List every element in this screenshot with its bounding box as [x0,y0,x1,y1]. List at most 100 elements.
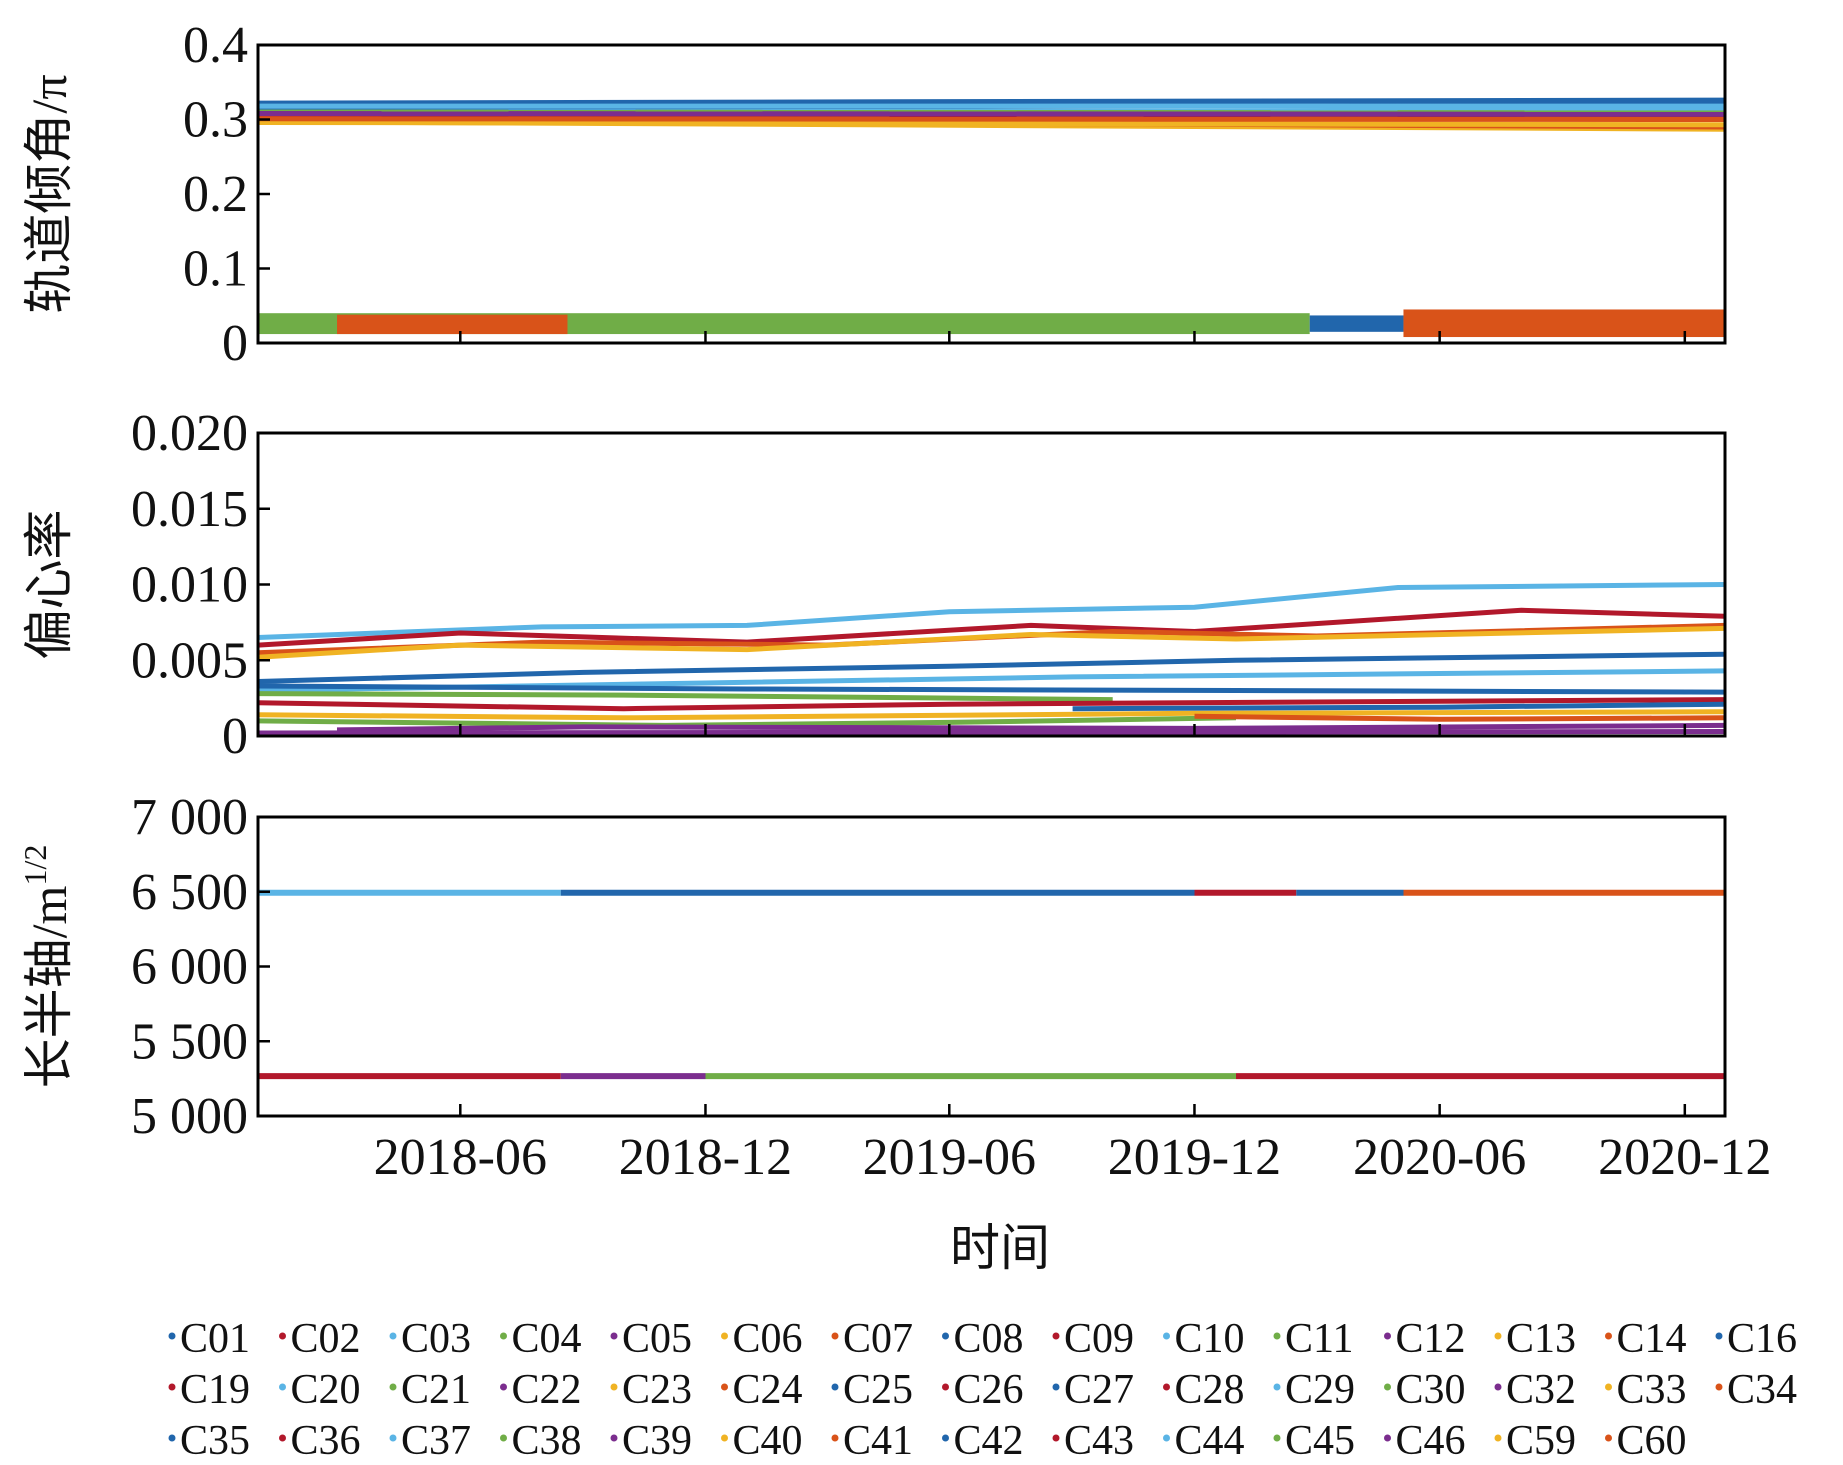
panel-semimajor: 5 000 5 500 6 000 6 500 7 000 长半轴/m1/2 [17,789,1727,1145]
plot-area-inclination [258,97,1725,338]
y-tick-label-inclination: 0.3 [183,92,248,149]
legend-label-C21: C21 [401,1367,471,1413]
y-tick-label-eccentricity: 0.020 [131,405,248,462]
x-tick-label: 2019-12 [1108,1129,1281,1186]
frame-semimajor [256,815,1727,1118]
legend-marker-C07 [831,1332,839,1340]
legend-marker-C37 [389,1434,397,1442]
legend-marker-C22 [500,1383,507,1391]
legend-marker-C44 [1163,1434,1170,1442]
series-eccentricity-C13 [258,709,1725,721]
y-axis-label-eccentricity: 偏心率 [21,510,77,660]
legend-marker-C36 [279,1434,286,1442]
legend-marker-C05 [610,1332,618,1340]
legend-marker-C25 [831,1383,839,1391]
legend: C01 C02 C03 C04 C05 C06 C07 C08 C09 C10 C11 C12 C13 C… [168,1316,1797,1464]
legend-label-C43: C43 [1064,1418,1134,1464]
legend-marker-C12 [1384,1332,1391,1340]
legend-label-C13: C13 [1506,1316,1576,1362]
series-eccentricity-C05 [258,729,1725,736]
legend-marker-C13 [1494,1332,1502,1340]
y-axis-label-superscript: 1/2 [17,845,53,886]
legend-marker-C14 [1605,1332,1612,1340]
legend-label-C11: C11 [1285,1316,1353,1362]
y-tick-label-inclination: 0.1 [183,241,248,298]
legend-label-C24: C24 [733,1367,803,1413]
legend-marker-C40 [721,1434,728,1442]
legend-marker-C28 [1163,1383,1170,1391]
y-tick-label-eccentricity: 0.015 [131,481,248,538]
legend-label-C26: C26 [954,1367,1024,1413]
legend-label-C01: C01 [180,1316,250,1362]
legend-label-C22: C22 [512,1367,582,1413]
legend-marker-C21 [389,1383,397,1391]
legend-label-C03: C03 [401,1316,471,1362]
band-inclination-2 [1309,315,1404,332]
legend-marker-C03 [389,1332,397,1340]
legend-label-C39: C39 [622,1418,692,1464]
legend-marker-C59 [1494,1434,1502,1442]
legend-label-C35: C35 [180,1418,250,1464]
chart-panels: 0 0.1 0.2 0.3 0.4 轨道倾角/π 0 0.005 0.010 0.015 0.020… [17,17,1771,1186]
legend-marker-C41 [831,1434,839,1442]
legend-label-C37: C37 [401,1418,471,1464]
y-axis-label-semimajor: 长半轴/m1/2 [17,845,77,1089]
legend-marker-C43 [1052,1434,1060,1442]
legend-marker-C33 [1605,1383,1612,1391]
legend-label-C45: C45 [1285,1418,1355,1464]
legend-marker-C38 [500,1434,507,1442]
legend-label-C23: C23 [622,1367,692,1413]
y-axis-label-inclination: 轨道倾角/π [21,74,77,313]
legend-marker-C30 [1384,1383,1391,1391]
legend-label-C10: C10 [1175,1316,1245,1362]
legend-label-C07: C07 [843,1316,913,1362]
series-inclination-C14 [258,116,1725,122]
legend-label-C27: C27 [1064,1367,1134,1413]
legend-marker-C20 [279,1383,286,1391]
series-eccentricity-C11 [258,715,1237,728]
legend-marker-C34 [1715,1383,1723,1391]
legend-label-C59: C59 [1506,1418,1576,1464]
series-eccentricity-C04 [258,691,1113,703]
series-eccentricity-C08 [1072,701,1725,712]
legend-marker-C27 [1052,1383,1060,1391]
y-tick-label-eccentricity: 0.010 [131,557,248,614]
legend-label-C29: C29 [1285,1367,1355,1413]
y-tick-label-semimajor: 5 500 [131,1013,248,1070]
legend-label-C33: C33 [1617,1367,1687,1413]
y-tick-label-semimajor: 5 000 [131,1088,248,1145]
legend-label-C44: C44 [1175,1418,1245,1464]
legend-label-C25: C25 [843,1367,913,1413]
legend-marker-C01 [168,1332,176,1340]
legend-marker-C23 [610,1383,618,1391]
x-tick-label: 2020-06 [1353,1129,1526,1186]
legend-marker-C24 [721,1383,728,1391]
legend-marker-C10 [1163,1332,1170,1340]
legend-marker-C39 [610,1434,618,1442]
y-tick-label-eccentricity: 0 [222,708,248,765]
y-tick-label-semimajor: 6 000 [131,939,248,996]
x-tick-label: 2020-12 [1598,1129,1771,1186]
series-eccentricity-C01 [258,683,1725,695]
legend-label-C19: C19 [180,1367,250,1413]
legend-marker-C04 [500,1332,507,1340]
legend-marker-C19 [168,1383,176,1391]
legend-marker-C11 [1273,1332,1281,1340]
y-tick-label-inclination: 0 [222,315,248,372]
legend-label-C32: C32 [1506,1367,1576,1413]
legend-label-C05: C05 [622,1316,692,1362]
legend-marker-C08 [942,1332,949,1340]
series-eccentricity-C16 [258,651,1725,684]
legend-label-C16: C16 [1727,1316,1797,1362]
series-eccentricity-C14 [1194,713,1725,722]
legend-marker-C45 [1273,1434,1281,1442]
series-inclination-C08 [258,97,1725,106]
legend-marker-C26 [942,1383,949,1391]
x-tick-label: 2018-06 [374,1129,547,1186]
legend-marker-C02 [279,1332,286,1340]
legend-label-C06: C06 [733,1316,803,1362]
frame-inclination [256,43,1727,345]
legend-marker-C46 [1384,1434,1391,1442]
y-tick-label-semimajor: 6 500 [131,864,248,921]
